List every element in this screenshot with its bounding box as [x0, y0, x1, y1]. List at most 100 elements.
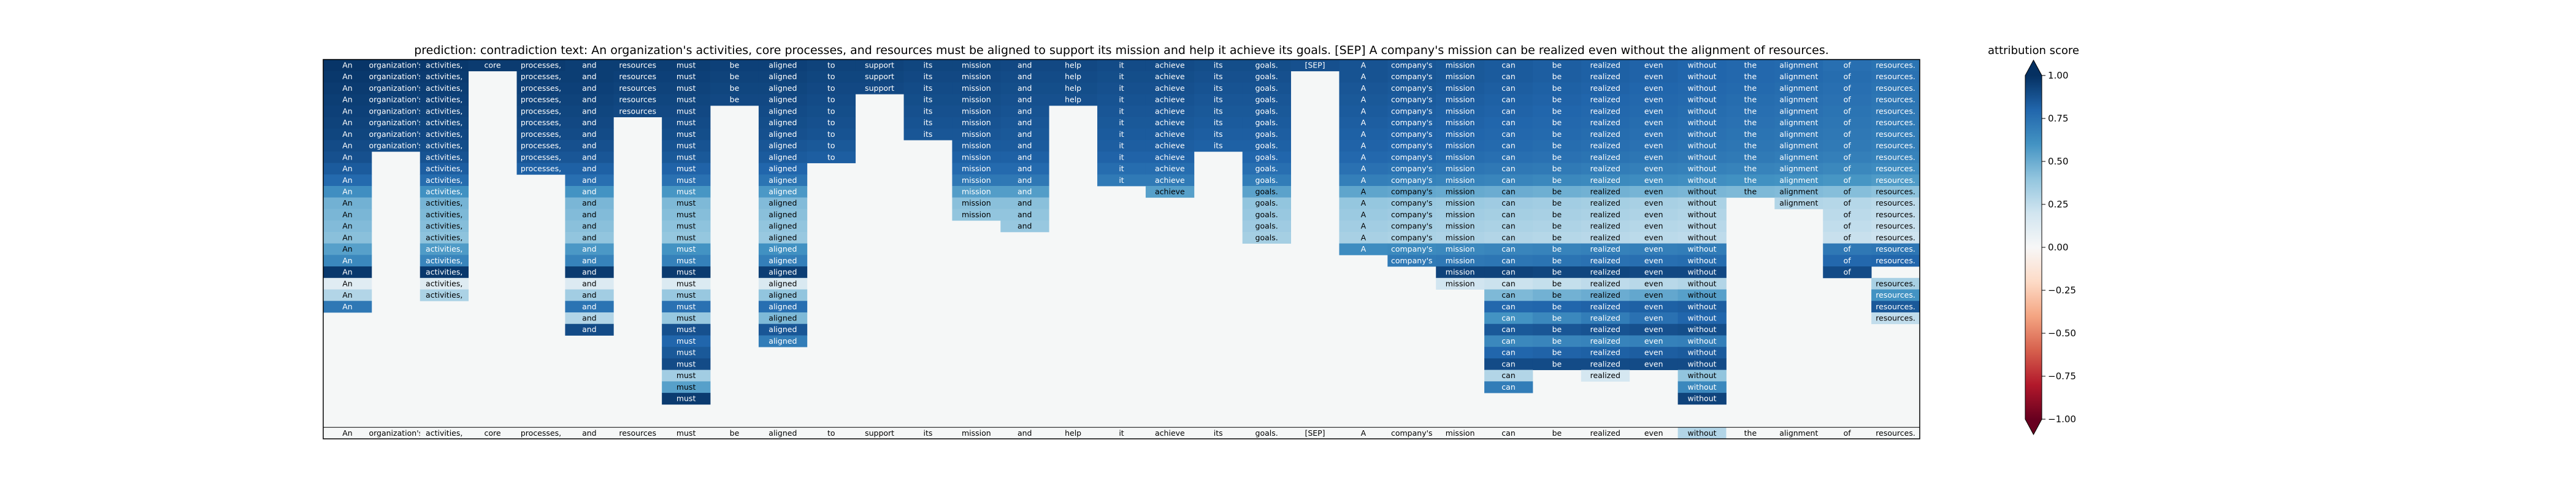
cell-token-label: can	[1501, 382, 1515, 392]
cell-token-label: aligned	[769, 244, 797, 253]
cell-token-label: activities,	[426, 222, 462, 231]
heatmap-cell	[1581, 358, 1630, 371]
cell-token-label: processes,	[521, 428, 561, 438]
heatmap-cell	[613, 82, 662, 95]
heatmap-cell	[1581, 312, 1630, 325]
heatmap-cell	[1532, 174, 1582, 187]
cell-token-label: organization's	[369, 83, 423, 93]
heatmap-cell	[1677, 220, 1727, 233]
cell-token-label: and	[582, 164, 597, 173]
heatmap-cell	[565, 255, 614, 267]
cell-token-label: mission	[962, 187, 991, 196]
heatmap-cell	[952, 151, 1001, 163]
heatmap-cell	[1532, 209, 1582, 221]
cell-token-label: without	[1688, 382, 1717, 392]
cell-token-label: of	[1844, 164, 1852, 173]
cell-token-label: without	[1688, 313, 1717, 322]
heatmap-cell	[1871, 220, 1920, 233]
heatmap-cell	[1484, 140, 1533, 152]
heatmap-cell	[1387, 209, 1436, 221]
cell-token-label: and	[582, 141, 597, 150]
colorbar-extend-bottom	[2025, 419, 2042, 435]
cell-token-label: realized	[1590, 198, 1620, 207]
cell-token-label: and	[582, 152, 597, 161]
cell-token-label: the	[1744, 176, 1757, 185]
cell-token-label: An	[342, 72, 352, 81]
cell-token-label: the	[1744, 130, 1757, 139]
heatmap-cell	[1581, 427, 1630, 439]
cell-token-label: realized	[1590, 222, 1620, 231]
heatmap-cell	[1242, 105, 1291, 118]
heatmap-cell	[1387, 117, 1436, 129]
cell-token-label: can	[1501, 290, 1515, 300]
heatmap-cell	[710, 60, 759, 72]
heatmap-cell	[952, 128, 1001, 141]
heatmap-cell	[1339, 94, 1388, 106]
cell-token-label: A	[1361, 164, 1367, 173]
heatmap-cell	[1097, 105, 1146, 118]
cell-token-label: alignment	[1779, 118, 1818, 127]
cell-token-label: of	[1844, 152, 1852, 161]
cell-token-label: activities,	[426, 210, 462, 219]
heatmap-cell	[662, 266, 711, 279]
heatmap-cell	[565, 220, 614, 233]
cell-token-label: must	[677, 290, 696, 300]
cell-token-label: and	[582, 222, 597, 231]
cell-token-label: must	[677, 325, 696, 334]
heatmap-cell	[1532, 427, 1582, 439]
heatmap-cell	[1484, 197, 1533, 209]
heatmap-cell	[613, 427, 662, 439]
cell-token-label: its	[924, 95, 933, 104]
cell-token-label: be	[1552, 72, 1562, 81]
heatmap-cell	[758, 289, 808, 301]
heatmap-cell	[1532, 105, 1582, 118]
cell-token-label: processes,	[521, 164, 561, 173]
heatmap-cell	[1774, 71, 1823, 83]
heatmap-cell	[1484, 312, 1533, 325]
heatmap-cell	[1049, 427, 1098, 439]
heatmap-cell	[1145, 427, 1195, 439]
heatmap-cell	[1823, 266, 1872, 279]
cell-token-label: activities,	[426, 83, 462, 93]
heatmap-cell	[710, 427, 759, 439]
heatmap-cell	[1000, 140, 1049, 152]
cell-token-label: aligned	[769, 325, 797, 334]
cell-token-label: must	[677, 222, 696, 231]
heatmap-cell	[1629, 301, 1679, 313]
heatmap-cell	[952, 60, 1001, 72]
cell-token-label: can	[1501, 141, 1515, 150]
cell-token-label: without	[1688, 187, 1717, 196]
cell-token-label: aligned	[769, 83, 797, 93]
cell-token-label: the	[1744, 164, 1757, 173]
heatmap-cell	[1339, 186, 1388, 198]
cell-token-label: mission	[962, 106, 991, 115]
heatmap-cell	[1774, 163, 1823, 175]
cell-token-label: aligned	[769, 152, 797, 161]
heatmap-cell	[565, 94, 614, 106]
heatmap-cell	[1339, 60, 1388, 72]
heatmap-cell	[323, 94, 372, 106]
cell-token-label: be	[1552, 348, 1562, 357]
cell-token-label: alignment	[1779, 176, 1818, 185]
heatmap-cell	[1581, 289, 1630, 301]
heatmap-cell	[371, 82, 421, 95]
heatmap-cell	[613, 60, 662, 72]
cell-token-label: company's	[1391, 222, 1433, 231]
heatmap-cell	[1242, 427, 1291, 439]
cell-token-label: it	[1119, 141, 1124, 150]
heatmap-cell	[420, 174, 469, 187]
cell-token-label: realized	[1590, 152, 1620, 161]
cell-token-label: alignment	[1779, 198, 1818, 207]
cell-token-label: resources	[619, 95, 656, 104]
cell-token-label: be	[1552, 187, 1562, 196]
heatmap-cell	[662, 117, 711, 129]
cell-token-label: must	[677, 176, 696, 185]
cell-token-label: realized	[1590, 348, 1620, 357]
cell-token-label: of	[1844, 187, 1852, 196]
heatmap-cell	[1145, 174, 1195, 187]
heatmap-cell	[1581, 255, 1630, 267]
heatmap-cell	[1484, 323, 1533, 336]
heatmap-cell	[1581, 94, 1630, 106]
cell-token-label: even	[1644, 428, 1663, 438]
